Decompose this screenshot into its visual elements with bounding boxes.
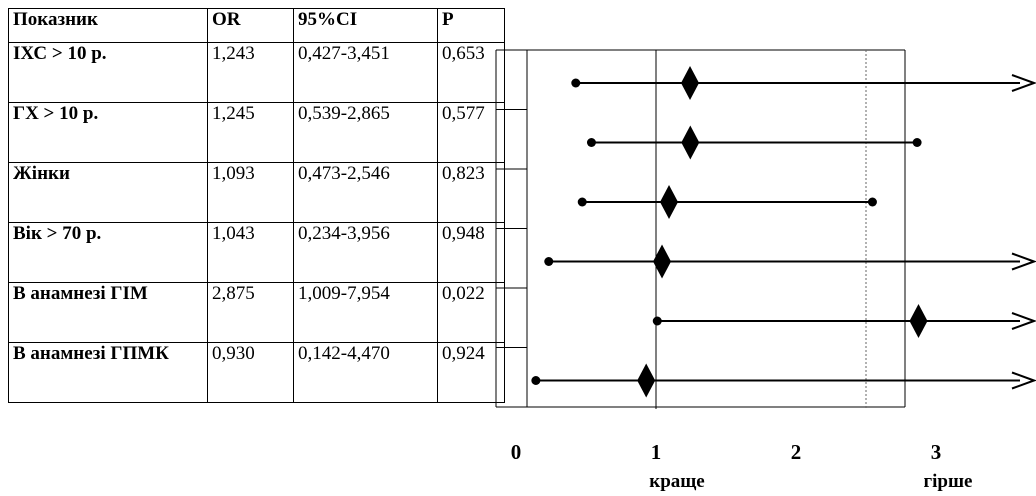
or-diamond <box>637 363 656 398</box>
row-p: 0,823 <box>437 162 505 223</box>
row-or: 1,093 <box>207 162 294 223</box>
direction-label-better: краще <box>649 471 705 492</box>
x-tick-label: 2 <box>791 440 802 464</box>
ci-upper-dot <box>912 138 922 147</box>
row-ci: 0,234-3,956 <box>293 222 438 283</box>
row-p: 0,022 <box>437 282 505 343</box>
table-header-row: Показник OR 95%CI P <box>8 8 505 43</box>
stats-table: Показник OR 95%CI P ІХС > 10 р. 1,243 0,… <box>8 8 505 403</box>
ci-lower-dot <box>571 78 581 88</box>
row-ci: 0,427-3,451 <box>293 42 438 103</box>
row-or: 1,245 <box>207 102 294 163</box>
ci-lower-dot <box>531 376 541 385</box>
row-indicator: Вік > 70 р. <box>8 222 208 283</box>
header-indicator: Показник <box>8 8 208 43</box>
x-tick-label: 3 <box>931 440 942 464</box>
row-or: 1,243 <box>207 42 294 103</box>
or-diamond <box>681 66 700 100</box>
row-or: 0,930 <box>207 342 294 403</box>
x-tick-label: 0 <box>511 440 522 464</box>
row-ci: 0,539-2,865 <box>293 102 438 163</box>
ci-arrow-right-icon <box>1011 371 1036 390</box>
ci-arrow-right-icon <box>1011 312 1036 330</box>
table-row: В анамнезі ГПМК 0,930 0,142-4,470 0,924 <box>8 342 505 403</box>
table-row: ГХ > 10 р. 1,245 0,539-2,865 0,577 <box>8 102 505 163</box>
ci-lower-dot <box>544 257 554 266</box>
row-or: 2,875 <box>207 282 294 343</box>
row-indicator: ІХС > 10 р. <box>8 42 208 103</box>
row-ci: 0,142-4,470 <box>293 342 438 403</box>
header-p: P <box>437 8 505 43</box>
or-diamond <box>681 125 700 160</box>
row-p: 0,948 <box>437 222 505 283</box>
or-diamond <box>660 185 679 219</box>
row-p: 0,653 <box>437 42 505 103</box>
table-row: Вік > 70 р. 1,043 0,234-3,956 0,948 <box>8 222 505 283</box>
or-diamond <box>653 244 672 279</box>
header-or: OR <box>207 8 294 43</box>
row-indicator: В анамнезі ГПМК <box>8 342 208 403</box>
row-p: 0,924 <box>437 342 505 403</box>
ci-lower-dot <box>577 197 587 207</box>
row-or: 1,043 <box>207 222 294 283</box>
ci-lower-dot <box>652 316 662 326</box>
ci-lower-dot <box>586 138 596 147</box>
ci-arrow-right-icon <box>1011 74 1036 92</box>
ci-upper-dot <box>867 197 877 207</box>
row-p: 0,577 <box>437 102 505 163</box>
ci-arrow-right-icon <box>1011 252 1036 271</box>
row-indicator: Жінки <box>8 162 208 223</box>
or-diamond <box>909 304 928 338</box>
x-tick-label: 1 <box>651 440 662 464</box>
table-row: ІХС > 10 р. 1,243 0,427-3,451 0,653 <box>8 42 505 103</box>
direction-label-worse: гірше <box>924 471 973 492</box>
